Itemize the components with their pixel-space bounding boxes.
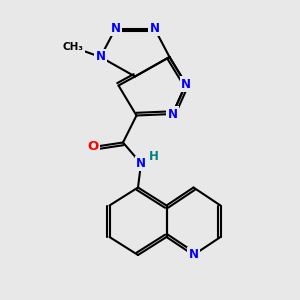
Text: N: N [181, 77, 191, 91]
Text: N: N [167, 107, 178, 121]
Text: N: N [149, 22, 160, 35]
Text: N: N [188, 248, 199, 262]
Text: N: N [95, 50, 106, 64]
Text: N: N [136, 157, 146, 170]
Text: O: O [87, 140, 99, 154]
Text: CH₃: CH₃ [63, 42, 84, 52]
Text: H: H [149, 150, 158, 164]
Text: N: N [110, 22, 121, 35]
